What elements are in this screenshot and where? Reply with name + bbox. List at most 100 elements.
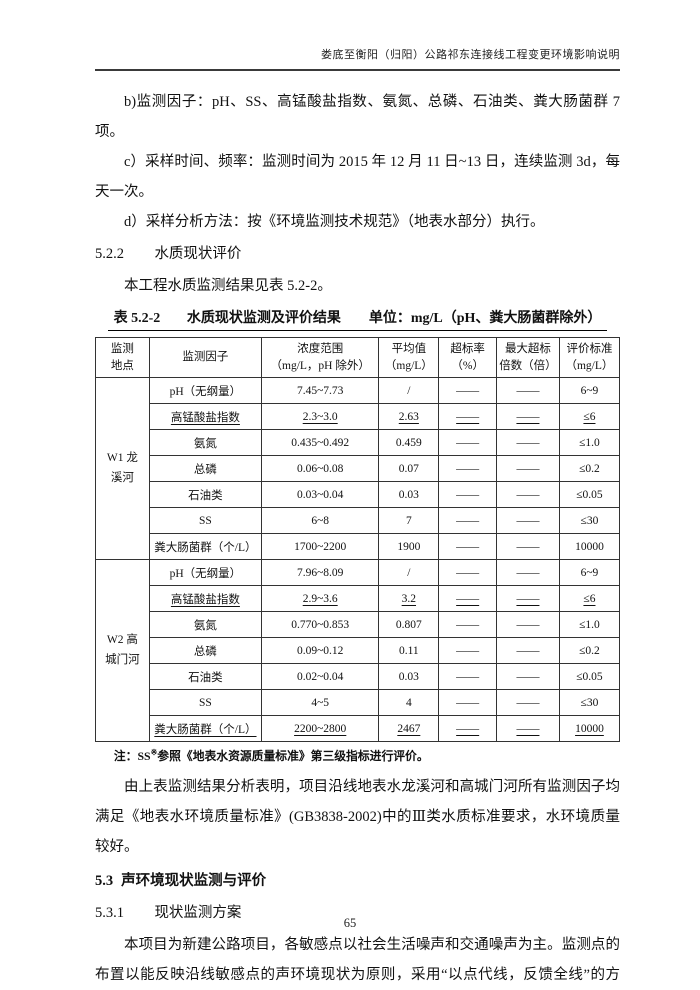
std-value: ≤30 (580, 514, 599, 527)
range-value: 0.435~0.492 (291, 436, 350, 449)
fold-value: —— (516, 722, 540, 735)
heading-5-3-1: 5.3.1 现状监测方案 (95, 898, 620, 928)
range-value: 6~8 (311, 514, 330, 527)
std-cell: ≤6 (558, 585, 621, 613)
rate-cell: —— (438, 585, 497, 613)
rate-value: —— (456, 670, 480, 683)
factor-value: 粪大肠菌群（个/L） (154, 541, 257, 554)
header-cell-exceed-rate: 超标率 （%） (438, 336, 497, 379)
table-row: 氨氮 0.435~0.492 0.459 —— —— ≤1.0 (96, 429, 621, 457)
std-value: ≤0.2 (579, 462, 600, 475)
factor-cell: 总磷 (148, 637, 263, 665)
rate-cell: —— (438, 611, 497, 639)
std-cell: ≤1.0 (558, 611, 621, 639)
avg-value: / (407, 384, 411, 397)
paragraph-sampling-time: c）采样时间、频率：监测时间为 2015 年 12 月 11 日~13 日，连续… (95, 154, 620, 200)
std-cell: 6~9 (558, 377, 621, 405)
avg-value: 0.03 (398, 488, 419, 501)
range-value: 7.45~7.73 (296, 384, 344, 397)
avg-value: 3.2 (401, 592, 417, 605)
factor-cell: 氨氮 (148, 611, 263, 639)
fold-cell: —— (495, 611, 560, 639)
factor-value: 石油类 (188, 489, 223, 502)
factor-cell: 高锰酸盐指数 (148, 403, 263, 431)
table-caption-unit: 单位：mg/L（pH、粪大肠菌群除外） (368, 311, 602, 326)
factor-value: 粪大肠菌群（个/L） (154, 723, 257, 736)
table-row: 总磷 0.06~0.08 0.07 —— —— ≤0.2 (96, 455, 621, 483)
avg-cell: 7 (378, 507, 440, 535)
table-caption-label: 表 5.2-2 (113, 311, 161, 326)
factor-cell: 高锰酸盐指数 (148, 585, 263, 613)
avg-value: 4 (405, 696, 412, 709)
factor-cell: 粪大肠菌群（个/L） (148, 715, 263, 743)
fold-cell: —— (495, 507, 560, 535)
note-prefix: 注：SS (113, 749, 151, 764)
std-cell: ≤30 (558, 507, 621, 535)
std-value: 6~9 (580, 384, 599, 397)
factor-value: 石油类 (188, 671, 223, 684)
table-row: 氨氮 0.770~0.853 0.807 —— —— ≤1.0 (96, 611, 621, 639)
heading-number: 5.3.1 (95, 905, 124, 922)
range-cell: 2200~2800 (261, 715, 380, 743)
factor-cell: 石油类 (148, 663, 263, 691)
range-cell: 4~5 (261, 689, 380, 717)
avg-cell: / (378, 377, 440, 405)
factor-cell: 粪大肠菌群（个/L） (148, 533, 263, 561)
std-cell: ≤0.05 (558, 481, 621, 509)
range-cell: 0.06~0.08 (261, 455, 380, 483)
avg-value: 0.459 (395, 436, 422, 449)
avg-value: 2.63 (398, 410, 419, 423)
table-row: W1 龙 溪河 pH（无纲量） 7.45~7.73 / —— —— 6~9 (95, 377, 621, 561)
paragraph-analysis-method: d）采样分析方法：按《环境监测技术规范》（地表水部分）执行。 (124, 214, 545, 230)
water-quality-table: 监测 地点 监测因子 浓度范围 （mg/L，pH 除外） 平均值 （mg/L） … (95, 336, 621, 743)
rate-value: —— (456, 566, 480, 579)
heading-text: 现状监测方案 (154, 905, 242, 922)
table-row: 总磷 0.09~0.12 0.11 —— —— ≤0.2 (96, 637, 621, 665)
factor-value: 高锰酸盐指数 (170, 411, 240, 424)
header-cell-factor: 监测因子 (148, 336, 263, 379)
avg-cell: 0.807 (378, 611, 440, 639)
rate-value: —— (456, 462, 480, 475)
std-value: ≤1.0 (579, 436, 600, 449)
factor-cell: pH（无纲量） (148, 377, 263, 405)
heading-text: 声环境现状监测与评价 (121, 873, 267, 890)
heading-5-2-2: 5.2.2 水质现状评价 (95, 239, 620, 269)
factor-value: 氨氮 (193, 437, 217, 450)
range-value: 7.96~8.09 (296, 566, 344, 579)
table-row: SS 4~5 4 —— —— ≤30 (96, 689, 621, 717)
header-cell-average: 平均值 （mg/L） (378, 336, 440, 379)
avg-cell: 0.07 (378, 455, 440, 483)
avg-value: / (407, 566, 411, 579)
avg-cell: 0.459 (378, 429, 440, 457)
factor-cell: 氨氮 (148, 429, 263, 457)
std-value: ≤6 (583, 592, 596, 605)
factor-value: 高锰酸盐指数 (170, 593, 240, 606)
factor-value: SS (199, 514, 212, 527)
fold-cell: —— (495, 429, 560, 457)
range-value: 2.9~3.6 (302, 592, 338, 605)
rate-value: —— (456, 436, 480, 449)
fold-value: —— (516, 592, 540, 605)
rate-value: —— (456, 540, 480, 553)
range-cell: 7.96~8.09 (261, 559, 380, 587)
range-cell: 0.03~0.04 (261, 481, 380, 509)
std-cell: ≤30 (558, 689, 621, 717)
range-value: 0.06~0.08 (296, 462, 344, 475)
rate-cell: —— (438, 377, 497, 405)
table-caption: 表 5.2-2 水质现状监测及评价结果 单位：mg/L（pH、粪大肠菌群除外） (95, 307, 620, 331)
factor-cell: SS (148, 689, 263, 717)
rate-value: —— (456, 488, 480, 501)
std-value: 10000 (575, 722, 604, 735)
rate-cell: —— (438, 533, 497, 561)
table-row: SS 6~8 7 —— —— ≤30 (96, 507, 621, 535)
std-value: ≤1.0 (579, 618, 600, 631)
fold-cell: —— (495, 455, 560, 483)
std-cell: 10000 (558, 533, 621, 561)
rate-value: —— (456, 384, 480, 397)
factor-cell: 石油类 (148, 481, 263, 509)
rate-cell: —— (438, 455, 497, 483)
rate-value: —— (456, 410, 480, 423)
range-value: 0.03~0.04 (296, 488, 344, 501)
std-value: ≤30 (580, 696, 599, 709)
table-header-row: 监测 地点 监测因子 浓度范围 （mg/L，pH 除外） 平均值 （mg/L） … (95, 336, 621, 379)
